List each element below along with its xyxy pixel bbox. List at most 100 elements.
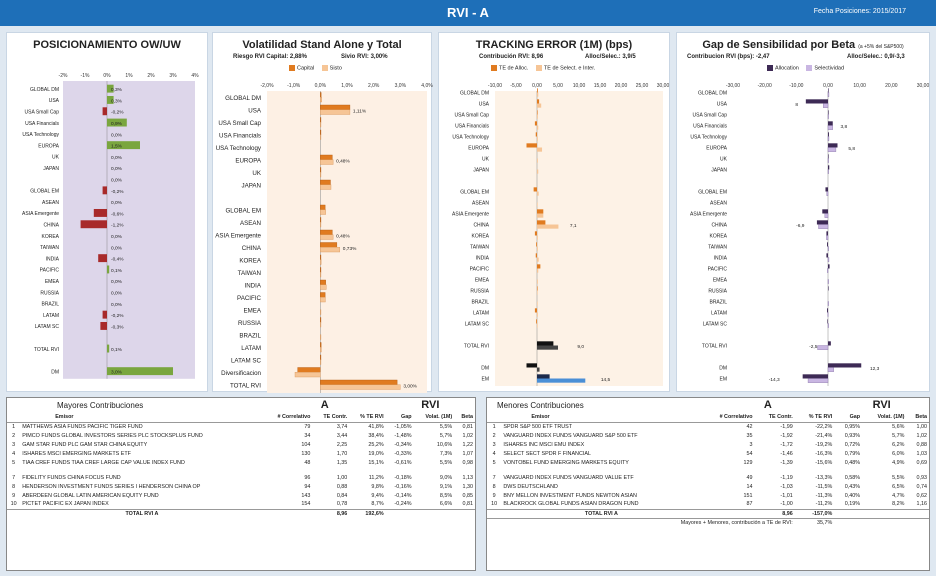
category-label: Diversificacion: [221, 370, 261, 377]
te-select-bar: [537, 323, 538, 328]
beta-alloc-bar: [828, 363, 862, 368]
category-label: LATAM SC: [231, 357, 262, 364]
mayores-volat: 5,7%: [439, 432, 453, 439]
mayores-rank: 3: [12, 441, 16, 448]
menores-beta: 1,00: [916, 423, 928, 430]
mayores-volat: 7,3%: [439, 450, 453, 457]
beta-alloc-bar: [828, 132, 829, 137]
x-tick-label: 0,00: [823, 83, 833, 89]
te-alloc-bar: [526, 363, 537, 368]
category-label: CHINA: [43, 223, 59, 229]
category-label: GLOBAL EM: [698, 190, 727, 196]
mayores-beta: 0,85: [462, 492, 474, 499]
beta-alloc-bar: [827, 308, 828, 313]
x-tick-label: 3%: [169, 73, 177, 79]
data-label: -0,6%: [111, 211, 124, 217]
category-label: USA Financials: [219, 132, 261, 139]
mayores-correlativo: 130: [301, 450, 311, 457]
menores-rank: 7: [492, 474, 496, 481]
x-tick-label: 2%: [147, 73, 155, 79]
table-row: 5 VONTOBEL FUND EMERGING MARKETS EQUITY 12…: [487, 458, 929, 467]
data-label: 0,0%: [111, 279, 123, 285]
category-label: EMEA: [475, 278, 490, 284]
menores-gap: 0,79%: [844, 450, 861, 457]
category-label: GLOBAL DM: [460, 91, 489, 97]
beta-alloc-bar: [816, 220, 828, 225]
beta-title-note: (a +5% del S&P500): [858, 44, 904, 50]
mayores-rank: 4: [12, 450, 16, 457]
legend-sisto: Sisto: [329, 65, 342, 72]
menores-volat: 6,0%: [892, 450, 905, 457]
x-tick-label: -20,00: [758, 83, 772, 89]
mayores-gap: -0,61%: [394, 459, 412, 466]
data-label: 1,11%: [353, 109, 367, 115]
beta-select-bar: [827, 257, 830, 262]
te-select-bar: [537, 246, 538, 251]
beta-select-bar: [807, 378, 829, 383]
menores-col-volat: Volat. (1M): [862, 412, 907, 423]
table-row: 9 ABERDEEN GLOBAL LATIN AMERICAN EQUITY F…: [7, 491, 475, 500]
mayores-issuer: MATTHEWS ASIA FUNDS PACIFIC TIGER FUND: [22, 423, 143, 430]
menores-pct-te: -21,4%: [815, 432, 833, 439]
category-label: USA Financials: [25, 121, 59, 127]
category-label: USA Small Cap: [693, 113, 728, 119]
category-label: UK: [52, 155, 60, 161]
category-label: USA: [49, 98, 60, 104]
menores-correlativo: 151: [743, 492, 753, 499]
menores-rank: 3: [492, 441, 496, 448]
te-select-bar: [537, 202, 538, 207]
x-tick-label: 5,00: [553, 83, 563, 89]
mayores-issuer: GAM STAR FUND PLC GAM STAR CHINA EQUITY: [22, 441, 148, 448]
data-label: 0,0%: [111, 234, 123, 240]
mayores-issuer: ISHARES MSCI EMERGING MARKETS ETF: [22, 450, 131, 457]
menores-rank: 10: [491, 501, 498, 508]
category-label: TAIWAN: [40, 245, 59, 251]
legend-te-select: TE de Select. e Inter.: [543, 65, 596, 72]
mayores-gap: -1,48%: [394, 432, 412, 439]
x-tick-label: 30,00: [657, 83, 670, 89]
mayores-pct-te: 41,8%: [368, 423, 384, 430]
beta-contribution: Contribucion RVI (bps): -2,47: [687, 54, 770, 60]
x-tick-label: 10,00: [573, 83, 586, 89]
menores-rank: 1: [492, 423, 496, 430]
table-row: 3 GAM STAR FUND PLC GAM STAR CHINA EQUITY…: [7, 440, 475, 449]
menores-volat: 6,2%: [892, 441, 905, 448]
beta-select-bar: [827, 125, 833, 130]
mayores-col-volat: Volat. (1M): [413, 412, 455, 423]
menores-te-contr: -1,92: [780, 432, 793, 439]
position-bar: [98, 254, 107, 263]
category-label: EUROPA: [468, 146, 489, 152]
category-label: USA: [248, 107, 262, 114]
position-bar: [107, 265, 110, 274]
mayores-volat: 9,0%: [439, 474, 453, 481]
beta-alloc-bar: [828, 286, 829, 291]
beta-alloc-bar: [828, 143, 838, 148]
mayores-te-contr: 3,44: [336, 432, 348, 439]
te-select-bar: [537, 235, 538, 240]
mayores-gap: -0,34%: [394, 441, 412, 448]
beta-select-bar: [827, 268, 829, 273]
category-label: DM: [481, 366, 489, 372]
menores-issuer: BLACKROCK GLOBAL FUNDS ASIAN DRAGON FUND: [503, 501, 639, 508]
mayores-correlativo: 143: [301, 492, 311, 499]
capital-bar: [320, 379, 398, 385]
category-label: UK: [252, 170, 261, 177]
capital-bar: [297, 367, 321, 373]
category-label: RUSSIA: [238, 320, 262, 327]
mayores-col-te: TE Contr.: [312, 412, 350, 423]
menores-table: Menores Contribuciones A RVI Emisor # Co…: [487, 398, 929, 527]
menores-te-contr: -1,00: [780, 501, 793, 508]
menores-volat: 4,9%: [892, 459, 905, 466]
category-label: TAIWAN: [470, 245, 489, 251]
te-alloc-select: Alloc/Selec.: 3,9/5: [585, 54, 636, 60]
category-label: GLOBAL DM: [225, 95, 261, 102]
te-alloc-bar: [537, 264, 541, 269]
menores-volat: 6,5%: [892, 483, 905, 490]
beta-select-bar: [827, 158, 829, 163]
positioning-chart: -2% -1% 0% 1% 2% 3% 4% GLOBAL DM 0,3% USA 0,3% USA …: [22, 73, 199, 379]
mayores-volat: 5,5%: [439, 459, 453, 466]
te-alloc-bar: [537, 341, 554, 346]
data-label: 1,5%: [111, 144, 123, 150]
beta-alloc-bar: [802, 374, 828, 379]
mayores-rank: 5: [12, 459, 16, 466]
